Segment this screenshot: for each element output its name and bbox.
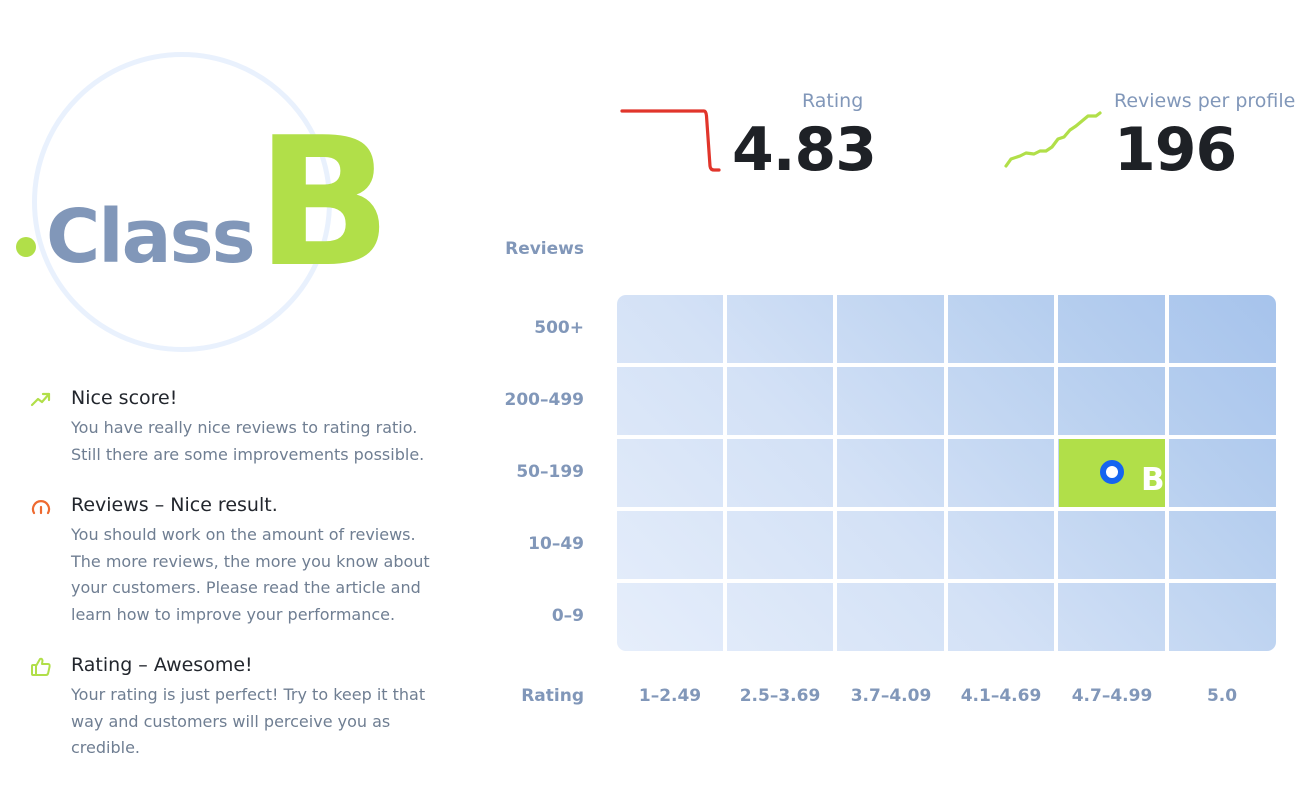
rating-reviews-matrix <box>617 295 1276 651</box>
column-label: 4.1–4.69 <box>960 686 1042 706</box>
grid-divider <box>1054 295 1058 651</box>
grid-divider <box>833 295 837 651</box>
reviews-trend-sparkline <box>1004 111 1102 168</box>
reviews-per-profile-value: 196 <box>1114 115 1237 185</box>
grid-divider <box>1165 295 1169 651</box>
row-label: 50–199 <box>516 462 584 482</box>
rating-trend-sparkline <box>620 109 721 172</box>
row-label: 0–9 <box>551 606 584 626</box>
grid-divider <box>617 435 1276 439</box>
feedback-title: Reviews – Nice result. <box>71 494 278 516</box>
class-dot <box>16 237 36 257</box>
column-label: 1–2.49 <box>638 686 702 706</box>
feedback-text: You should work on the amount of reviews… <box>71 525 430 624</box>
feedback-text: Your rating is just perfect! Try to keep… <box>71 685 426 757</box>
grid-divider <box>723 295 727 651</box>
column-label: 3.7–4.09 <box>850 686 932 706</box>
gauge-icon <box>31 500 51 515</box>
reviews-per-profile-label: Reviews per profile <box>1114 90 1296 112</box>
class-word: Class <box>46 194 256 280</box>
feedback-title: Rating – Awesome! <box>71 654 253 676</box>
class-ring <box>32 52 332 352</box>
grid-divider <box>944 295 948 651</box>
y-axis-title: Reviews <box>505 239 584 259</box>
feedback-text: You have really nice reviews to rating r… <box>71 418 425 464</box>
trend-up-icon <box>30 392 51 407</box>
feedback-title: Nice score! <box>71 387 178 409</box>
rating-value: 4.83 <box>732 115 877 185</box>
row-label: 500+ <box>534 318 584 338</box>
grid-divider <box>617 507 1276 511</box>
grid-divider <box>617 363 1276 367</box>
rating-label: Rating <box>802 90 864 112</box>
thumbs-up-icon <box>31 657 51 676</box>
column-label: 4.7–4.99 <box>1071 686 1153 706</box>
highlighted-cell-letter: B <box>1141 462 1165 498</box>
row-label: 10–49 <box>528 534 584 554</box>
position-marker <box>1100 460 1124 484</box>
column-label: 2.5–3.69 <box>739 686 821 706</box>
grid-divider <box>617 579 1276 583</box>
row-label: 200–499 <box>504 390 584 410</box>
x-axis-title: Rating <box>521 686 584 706</box>
column-label: 5.0 <box>1206 686 1238 706</box>
class-letter: B <box>256 99 392 306</box>
